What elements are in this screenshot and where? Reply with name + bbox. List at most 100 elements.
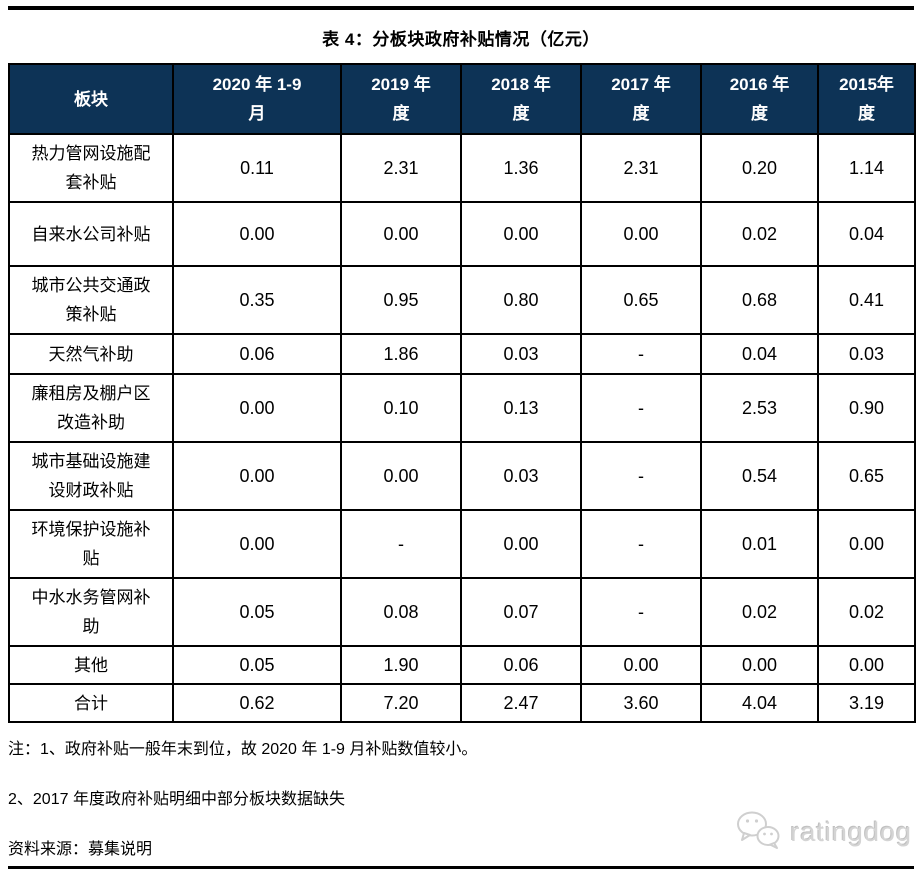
value-cell-r1-c0: 0.00 [172, 201, 342, 267]
value-cell-r9-c5: 3.19 [817, 683, 916, 723]
value-cell-r5-c1: 0.00 [340, 441, 462, 511]
cell-text-line: 城市基础设施建 [31, 452, 151, 471]
cell-text-line: 廉租房及棚户区 [31, 384, 151, 403]
value-cell-r9-c3: 3.60 [580, 683, 702, 723]
cell-text-line: 贴 [82, 549, 100, 568]
cell-text-line: 城市公共交通政 [31, 276, 151, 295]
value-cell-r8-c5: 0.00 [817, 645, 916, 685]
cell-text-line: 2020 年 1-9 [212, 75, 302, 94]
page: 表 4：分板块政府补贴情况（亿元） 板块 2020 年 1-9 月 2019 年度 20… [0, 6, 922, 879]
table-header: 板块 2020 年 1-9 月 2019 年度 2018 年度 2017 年度 2016 年… [8, 63, 916, 135]
table-body: 热力管网设施配 套补贴 0.11 2.31 1.36 2.31 0.20 1.14 自来水公司补… [8, 133, 916, 723]
table-row: 合计 0.62 7.20 2.47 3.60 4.04 3.19 [8, 683, 916, 723]
value-cell-r9-c2: 2.47 [460, 683, 582, 723]
value-cell-r9-c4: 4.04 [700, 683, 819, 723]
source-note: 资料来源：募集说明 [8, 841, 153, 858]
value-cell-r5-c4: 0.54 [700, 441, 819, 511]
value-cell-r6-c5: 0.00 [817, 509, 916, 579]
row-label: 中水水务管网补助 [8, 577, 174, 647]
value-cell-r6-c1: - [340, 509, 462, 579]
row-label: 廉租房及棚户区 改造补助 [8, 373, 174, 443]
subsidy-table: 板块 2020 年 1-9 月 2019 年度 2018 年度 2017 年度 2016 年… [8, 63, 916, 723]
value-cell-r7-c5: 0.02 [817, 577, 916, 647]
value-cell-r6-c4: 0.01 [700, 509, 819, 579]
table-row: 环境保护设施补贴 0.00-0.00-0.01 0.00 [8, 509, 916, 579]
value-cell-r8-c2: 0.06 [460, 645, 582, 685]
value-cell-r1-c1: 0.00 [340, 201, 462, 267]
value-cell-r5-c5: 0.65 [817, 441, 916, 511]
value-cell-r4-c2: 0.13 [460, 373, 582, 443]
value-cell-r7-c2: 0.07 [460, 577, 582, 647]
table-row: 中水水务管网补助 0.05 0.08 0.07-0.02 0.02 [8, 577, 916, 647]
value-cell-r9-c1: 7.20 [340, 683, 462, 723]
notes-section: 注：1、政府补贴一般年末到位，故 2020 年 1-9 月补贴数值较小。 2、2… [8, 739, 914, 860]
value-cell-r3-c2: 0.03 [460, 333, 582, 375]
bottom-divider [8, 866, 914, 869]
cell-text-line: 度 [632, 104, 650, 123]
cell-text-line: 度 [392, 104, 410, 123]
value-cell-r2-c4: 0.68 [700, 265, 819, 335]
value-cell-r1-c2: 0.00 [460, 201, 582, 267]
value-cell-r7-c0: 0.05 [172, 577, 342, 647]
value-cell-r2-c0: 0.35 [172, 265, 342, 335]
cell-text-line: 其他 [74, 655, 108, 675]
value-cell-r3-c0: 0.06 [172, 333, 342, 375]
cell-text-line: 热力管网设施配 [31, 144, 151, 163]
value-cell-r8-c0: 0.05 [172, 645, 342, 685]
col-header-2: 2019 年度 [340, 63, 462, 135]
col-header-5: 2016 年度 [700, 63, 819, 135]
table-row: 其他 0.05 1.90 0.06 0.00 0.00 0.00 [8, 645, 916, 685]
cell-text-line: 度 [751, 104, 768, 123]
value-cell-r4-c1: 0.10 [340, 373, 462, 443]
top-divider [8, 6, 914, 10]
note-1: 注：1、政府补贴一般年末到位，故 2020 年 1-9 月补贴数值较小。 [8, 741, 478, 758]
value-cell-r3-c4: 0.04 [700, 333, 819, 375]
value-cell-r4-c5: 0.90 [817, 373, 916, 443]
value-cell-r8-c4: 0.00 [700, 645, 819, 685]
value-cell-r1-c4: 0.02 [700, 201, 819, 267]
value-cell-r4-c3: - [580, 373, 702, 443]
cell-text-line: 板块 [74, 89, 108, 109]
value-cell-r0-c4: 0.20 [700, 133, 819, 203]
row-label: 自来水公司补贴 [8, 201, 174, 267]
cell-text-line: 自来水公司补贴 [31, 224, 151, 244]
cell-text-line: 2019 年 [371, 75, 431, 94]
value-cell-r7-c3: - [580, 577, 702, 647]
col-header-4: 2017 年度 [580, 63, 702, 135]
value-cell-r4-c0: 0.00 [172, 373, 342, 443]
col-header-3: 2018 年度 [460, 63, 582, 135]
col-header-0: 板块 [8, 63, 174, 135]
value-cell-r6-c2: 0.00 [460, 509, 582, 579]
cell-text-line: 天然气补助 [48, 344, 134, 364]
cell-text-line: 套补贴 [65, 173, 117, 192]
value-cell-r0-c2: 1.36 [460, 133, 582, 203]
cell-text-line: 设财政补贴 [48, 481, 134, 500]
value-cell-r6-c3: - [580, 509, 702, 579]
value-cell-r1-c3: 0.00 [580, 201, 702, 267]
table-row: 天然气补助 0.06 1.86 0.03-0.04 0.03 [8, 333, 916, 375]
cell-text-line: 度 [512, 104, 530, 123]
value-cell-r3-c5: 0.03 [817, 333, 916, 375]
watermark-text: ratingdog [790, 817, 912, 847]
cell-text-line: 月 [248, 104, 266, 123]
value-cell-r5-c0: 0.00 [172, 441, 342, 511]
table-title: 表 4：分板块政府补贴情况（亿元） [322, 30, 600, 49]
col-header-6: 2015年度 [817, 63, 916, 135]
note-2: 2、2017 年度政府补贴明细中部分板块数据缺失 [8, 791, 345, 808]
row-label: 天然气补助 [8, 333, 174, 375]
value-cell-r3-c1: 1.86 [340, 333, 462, 375]
table-row: 热力管网设施配 套补贴 0.11 2.31 1.36 2.31 0.20 1.14 [8, 133, 916, 203]
value-cell-r2-c1: 0.95 [340, 265, 462, 335]
cell-text-line: 策补贴 [65, 305, 117, 324]
value-cell-r6-c0: 0.00 [172, 509, 342, 579]
cell-text-line: 环境保护设施补 [31, 520, 151, 539]
value-cell-r9-c0: 0.62 [172, 683, 342, 723]
value-cell-r4-c4: 2.53 [700, 373, 819, 443]
value-cell-r2-c5: 0.41 [817, 265, 916, 335]
value-cell-r3-c3: - [580, 333, 702, 375]
value-cell-r7-c4: 0.02 [700, 577, 819, 647]
value-cell-r0-c0: 0.11 [172, 133, 342, 203]
value-cell-r2-c3: 0.65 [580, 265, 702, 335]
row-label: 其他 [8, 645, 174, 685]
watermark: ratingdog [735, 809, 912, 856]
